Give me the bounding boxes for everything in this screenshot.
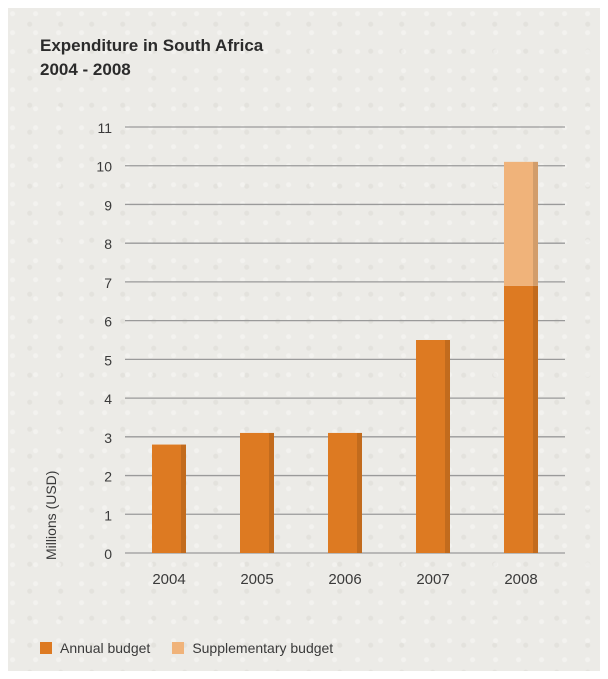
legend-item-annual: Annual budget bbox=[40, 640, 150, 656]
bar-shade bbox=[533, 161, 538, 286]
y-tick-label: 5 bbox=[104, 352, 112, 368]
bar-supplementary-2008 bbox=[504, 161, 538, 286]
y-tick-label: 2 bbox=[104, 469, 112, 485]
y-tick-label: 9 bbox=[104, 197, 112, 213]
bar-shade bbox=[181, 444, 186, 553]
legend-item-supplementary: Supplementary budget bbox=[172, 640, 333, 656]
legend-swatch-supplementary bbox=[172, 642, 185, 654]
bars bbox=[152, 161, 538, 553]
x-tick-label: 2008 bbox=[504, 571, 537, 588]
y-tick-label: 8 bbox=[104, 236, 112, 252]
y-axis-label: Millions (USD) bbox=[43, 471, 59, 560]
y-tick-label: 0 bbox=[104, 546, 112, 562]
x-tick-label: 2004 bbox=[152, 571, 185, 588]
chart-title-block: Expenditure in South Africa 2004 - 2008 bbox=[40, 34, 263, 82]
y-tick-label: 7 bbox=[104, 275, 112, 291]
bar-annual-2008 bbox=[504, 285, 538, 553]
legend-label-supplementary: Supplementary budget bbox=[192, 640, 334, 656]
bar-annual-2007 bbox=[416, 340, 450, 553]
y-tick-label: 3 bbox=[104, 430, 112, 446]
bar-annual-2006 bbox=[328, 432, 362, 553]
y-tick-label: 10 bbox=[96, 159, 112, 175]
chart-title: Expenditure in South Africa bbox=[40, 36, 264, 55]
legend-label-annual: Annual budget bbox=[60, 640, 151, 656]
x-tick-label: 2007 bbox=[416, 571, 449, 588]
legend: Annual budget Supplementary budget bbox=[40, 640, 355, 656]
bar-shade bbox=[269, 432, 274, 553]
x-tick-label: 2005 bbox=[240, 571, 273, 588]
x-tick-labels: 2004 2005 2006 2007 2008 bbox=[152, 571, 537, 588]
y-tick-label: 1 bbox=[104, 507, 112, 523]
y-tick-label: 6 bbox=[104, 314, 112, 330]
bar-annual-2004 bbox=[152, 444, 186, 553]
y-tick-label: 4 bbox=[104, 391, 112, 407]
bar-shade bbox=[445, 340, 450, 553]
bar-annual-2005 bbox=[240, 432, 274, 553]
bar-shade bbox=[533, 285, 538, 553]
chart-panel bbox=[8, 8, 600, 671]
y-tick-labels: 0 1 2 3 4 5 6 7 8 9 10 11 bbox=[96, 120, 112, 562]
legend-swatch-annual bbox=[40, 642, 52, 654]
x-tick-label: 2006 bbox=[328, 571, 361, 588]
bar-shade bbox=[357, 432, 362, 553]
y-tick-label: 11 bbox=[97, 120, 112, 136]
chart-subtitle: 2004 - 2008 bbox=[40, 60, 131, 79]
